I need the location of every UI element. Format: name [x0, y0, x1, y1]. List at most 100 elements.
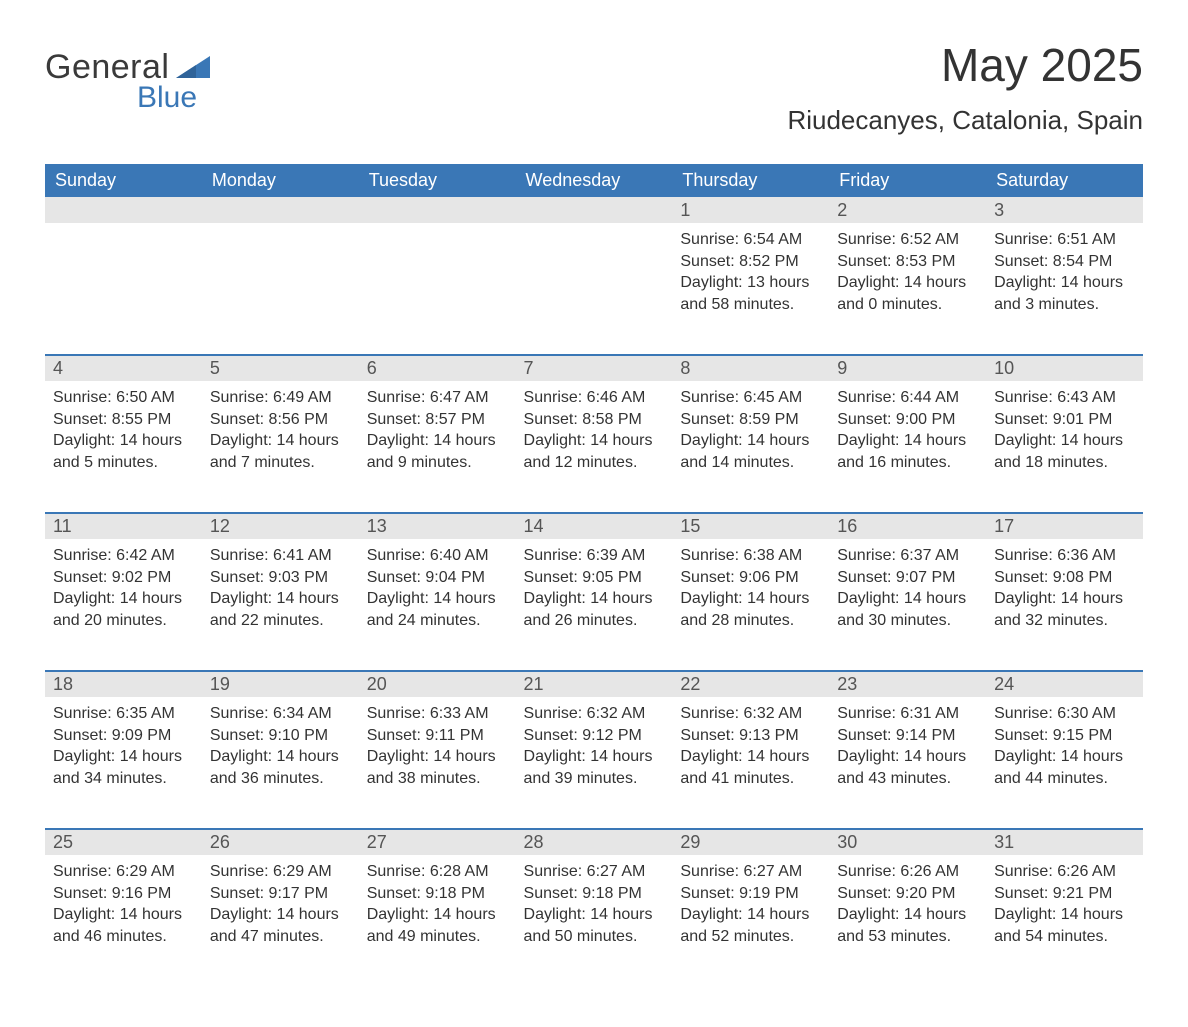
- day-number-cell: 17: [986, 513, 1143, 539]
- sunset-line: Sunset: 9:20 PM: [837, 883, 978, 905]
- sunset-line: Sunset: 9:10 PM: [210, 725, 351, 747]
- daylight-line-2: and 43 minutes.: [837, 768, 978, 790]
- logo: General Blue: [45, 48, 210, 121]
- week-row: Sunrise: 6:42 AMSunset: 9:02 PMDaylight:…: [45, 539, 1143, 671]
- day-number-cell: 19: [202, 671, 359, 697]
- day-number-cell: 3: [986, 197, 1143, 223]
- day-header: Saturday: [986, 164, 1143, 197]
- sunset-line: Sunset: 9:04 PM: [367, 567, 508, 589]
- day-number-cell: 28: [516, 829, 673, 855]
- daylight-line-2: and 22 minutes.: [210, 610, 351, 632]
- day-number-cell: 13: [359, 513, 516, 539]
- daylight-line-1: Daylight: 14 hours: [53, 904, 194, 926]
- day-number-cell: 27: [359, 829, 516, 855]
- daylight-line-1: Daylight: 14 hours: [680, 430, 821, 452]
- sunrise-line: Sunrise: 6:36 AM: [994, 545, 1135, 567]
- sunset-line: Sunset: 9:03 PM: [210, 567, 351, 589]
- day-cell-content: Sunrise: 6:46 AMSunset: 8:58 PMDaylight:…: [516, 381, 673, 477]
- location-subtitle: Riudecanyes, Catalonia, Spain: [787, 105, 1143, 136]
- day-header: Monday: [202, 164, 359, 197]
- sunset-line: Sunset: 8:56 PM: [210, 409, 351, 431]
- day-cell: Sunrise: 6:47 AMSunset: 8:57 PMDaylight:…: [359, 381, 516, 513]
- day-cell-content: Sunrise: 6:29 AMSunset: 9:17 PMDaylight:…: [202, 855, 359, 951]
- daylight-line-2: and 38 minutes.: [367, 768, 508, 790]
- day-cell: Sunrise: 6:32 AMSunset: 9:13 PMDaylight:…: [672, 697, 829, 829]
- sunrise-line: Sunrise: 6:29 AM: [53, 861, 194, 883]
- day-cell: Sunrise: 6:32 AMSunset: 9:12 PMDaylight:…: [516, 697, 673, 829]
- day-number-cell: 16: [829, 513, 986, 539]
- sunrise-line: Sunrise: 6:41 AM: [210, 545, 351, 567]
- day-cell-content: Sunrise: 6:26 AMSunset: 9:20 PMDaylight:…: [829, 855, 986, 951]
- day-cell-content: Sunrise: 6:31 AMSunset: 9:14 PMDaylight:…: [829, 697, 986, 793]
- day-cell: Sunrise: 6:50 AMSunset: 8:55 PMDaylight:…: [45, 381, 202, 513]
- daylight-line-2: and 24 minutes.: [367, 610, 508, 632]
- day-cell: Sunrise: 6:43 AMSunset: 9:01 PMDaylight:…: [986, 381, 1143, 513]
- daynum-row: 18192021222324: [45, 671, 1143, 697]
- daylight-line-1: Daylight: 14 hours: [524, 746, 665, 768]
- day-cell-content: Sunrise: 6:39 AMSunset: 9:05 PMDaylight:…: [516, 539, 673, 635]
- day-cell-content: Sunrise: 6:27 AMSunset: 9:19 PMDaylight:…: [672, 855, 829, 951]
- daylight-line-2: and 39 minutes.: [524, 768, 665, 790]
- sunset-line: Sunset: 8:57 PM: [367, 409, 508, 431]
- daylight-line-2: and 9 minutes.: [367, 452, 508, 474]
- day-header: Friday: [829, 164, 986, 197]
- month-title: May 2025: [787, 40, 1143, 91]
- sunrise-line: Sunrise: 6:44 AM: [837, 387, 978, 409]
- calendar-body: 123Sunrise: 6:54 AMSunset: 8:52 PMDaylig…: [45, 197, 1143, 987]
- daylight-line-2: and 32 minutes.: [994, 610, 1135, 632]
- week-row: Sunrise: 6:29 AMSunset: 9:16 PMDaylight:…: [45, 855, 1143, 987]
- day-cell: Sunrise: 6:35 AMSunset: 9:09 PMDaylight:…: [45, 697, 202, 829]
- daylight-line-1: Daylight: 14 hours: [210, 588, 351, 610]
- day-header: Tuesday: [359, 164, 516, 197]
- day-header: Sunday: [45, 164, 202, 197]
- day-cell: Sunrise: 6:37 AMSunset: 9:07 PMDaylight:…: [829, 539, 986, 671]
- sunset-line: Sunset: 9:14 PM: [837, 725, 978, 747]
- sunrise-line: Sunrise: 6:54 AM: [680, 229, 821, 251]
- daylight-line-1: Daylight: 14 hours: [210, 746, 351, 768]
- daylight-line-2: and 28 minutes.: [680, 610, 821, 632]
- sunset-line: Sunset: 9:05 PM: [524, 567, 665, 589]
- calendar-page: General Blue May 2025 Riudecanyes, Catal…: [0, 0, 1188, 1027]
- day-header: Wednesday: [516, 164, 673, 197]
- title-block: May 2025 Riudecanyes, Catalonia, Spain: [787, 40, 1143, 136]
- day-number-cell: 8: [672, 355, 829, 381]
- day-number-cell: 9: [829, 355, 986, 381]
- sunrise-line: Sunrise: 6:30 AM: [994, 703, 1135, 725]
- day-cell-content: Sunrise: 6:42 AMSunset: 9:02 PMDaylight:…: [45, 539, 202, 635]
- daylight-line-1: Daylight: 14 hours: [837, 272, 978, 294]
- day-number-cell: 24: [986, 671, 1143, 697]
- daylight-line-1: Daylight: 14 hours: [994, 430, 1135, 452]
- day-number-cell: [359, 197, 516, 223]
- sunrise-line: Sunrise: 6:38 AM: [680, 545, 821, 567]
- sunrise-line: Sunrise: 6:42 AM: [53, 545, 194, 567]
- sunset-line: Sunset: 9:16 PM: [53, 883, 194, 905]
- calendar-table: Sunday Monday Tuesday Wednesday Thursday…: [45, 164, 1143, 987]
- daylight-line-1: Daylight: 14 hours: [53, 430, 194, 452]
- day-number-cell: 4: [45, 355, 202, 381]
- sunset-line: Sunset: 9:07 PM: [837, 567, 978, 589]
- sunrise-line: Sunrise: 6:43 AM: [994, 387, 1135, 409]
- day-number-cell: [516, 197, 673, 223]
- daylight-line-1: Daylight: 14 hours: [680, 904, 821, 926]
- sunrise-line: Sunrise: 6:26 AM: [994, 861, 1135, 883]
- sunset-line: Sunset: 8:55 PM: [53, 409, 194, 431]
- daylight-line-2: and 20 minutes.: [53, 610, 194, 632]
- day-number-cell: 25: [45, 829, 202, 855]
- daylight-line-2: and 12 minutes.: [524, 452, 665, 474]
- daylight-line-2: and 41 minutes.: [680, 768, 821, 790]
- sunset-line: Sunset: 9:18 PM: [524, 883, 665, 905]
- day-cell-content: Sunrise: 6:38 AMSunset: 9:06 PMDaylight:…: [672, 539, 829, 635]
- daylight-line-2: and 52 minutes.: [680, 926, 821, 948]
- week-row: Sunrise: 6:35 AMSunset: 9:09 PMDaylight:…: [45, 697, 1143, 829]
- day-number-cell: 29: [672, 829, 829, 855]
- day-cell-content: Sunrise: 6:36 AMSunset: 9:08 PMDaylight:…: [986, 539, 1143, 635]
- day-number-cell: 5: [202, 355, 359, 381]
- day-number-cell: 12: [202, 513, 359, 539]
- day-header: Thursday: [672, 164, 829, 197]
- day-cell: Sunrise: 6:29 AMSunset: 9:16 PMDaylight:…: [45, 855, 202, 987]
- day-cell: Sunrise: 6:29 AMSunset: 9:17 PMDaylight:…: [202, 855, 359, 987]
- sunset-line: Sunset: 9:06 PM: [680, 567, 821, 589]
- day-cell-content: Sunrise: 6:33 AMSunset: 9:11 PMDaylight:…: [359, 697, 516, 793]
- daylight-line-2: and 26 minutes.: [524, 610, 665, 632]
- daylight-line-1: Daylight: 14 hours: [367, 430, 508, 452]
